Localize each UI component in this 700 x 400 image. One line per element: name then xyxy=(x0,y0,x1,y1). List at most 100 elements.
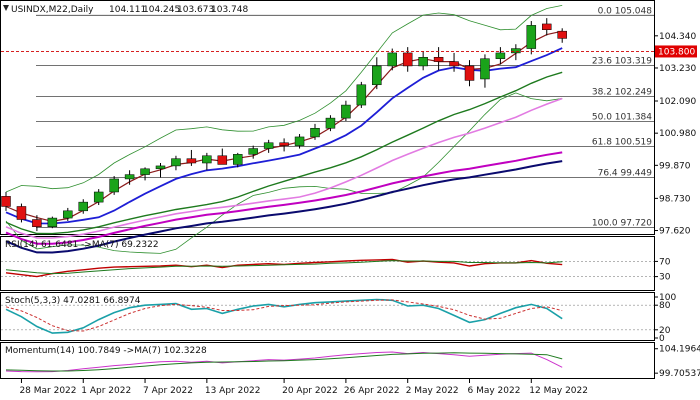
ohlc-open: 104.111 xyxy=(109,5,146,15)
candle-body-14 xyxy=(217,155,228,165)
lower-band xyxy=(5,92,563,254)
ytick-label-1: 103.230 xyxy=(659,64,696,74)
momentum-series-0 xyxy=(5,351,563,373)
momentum-ytick-label-0: 104.1964 xyxy=(659,345,700,355)
candle-body-9 xyxy=(140,168,150,175)
fib-label-2: 38.2 102.249 xyxy=(592,87,652,97)
candle-body-12 xyxy=(186,158,197,164)
last-price-label: 103.800 xyxy=(658,47,695,57)
candle-body-3 xyxy=(47,217,58,228)
fib-label-3: 50.0 101.384 xyxy=(592,112,652,122)
candle-body-10 xyxy=(155,165,166,170)
date-label-5: 26 Apr 2022 xyxy=(344,386,400,396)
stoch-panel-frame xyxy=(0,292,655,341)
ma-magenta xyxy=(5,151,563,245)
stoch-title: Stoch(5,3,3) 47.0281 66.8974 xyxy=(5,296,141,306)
main-title: USINDX,M22,Daily xyxy=(11,5,94,15)
candle-body-8 xyxy=(124,174,135,180)
fib-label-5: 76.4 99.449 xyxy=(598,169,653,179)
stoch-ytick-label-3: 0 xyxy=(659,334,665,344)
rsi-ytick-label-1: 30 xyxy=(659,273,671,283)
momentum-panel-frame xyxy=(0,342,655,379)
date-label-2: 7 Apr 2022 xyxy=(143,386,193,396)
ytick-label-6: 97.620 xyxy=(659,227,691,237)
ohlc-high: 104.245 xyxy=(143,5,180,15)
ma-blue xyxy=(5,47,563,225)
rsi-title: RSI(14) 61.6481 ->MA(7) 69.2322 xyxy=(5,240,159,250)
candle-body-6 xyxy=(93,191,104,203)
candle-body-11 xyxy=(171,158,181,167)
candle-body-29 xyxy=(449,61,459,67)
date-axis: 28 Mar 2022 1 Apr 2022 7 Apr 2022 13 Apr 20… xyxy=(19,379,588,396)
ytick-label-5: 98.730 xyxy=(659,194,691,204)
date-label-1: 1 Apr 2022 xyxy=(81,386,131,396)
candle-body-24 xyxy=(372,65,382,86)
ma-pink xyxy=(5,97,563,239)
ohlc-low: 103.673 xyxy=(177,5,214,15)
candle-body-23 xyxy=(356,84,367,106)
envelope-bands xyxy=(5,5,563,254)
candle-body-25 xyxy=(387,52,397,67)
candle-body-21 xyxy=(325,117,336,129)
candle-body-17 xyxy=(263,142,274,149)
ma-red xyxy=(5,30,563,223)
fib-label-4: 61.8 100.519 xyxy=(592,138,652,148)
stoch-ytick-label-2: 20 xyxy=(659,326,671,336)
ytick-label-2: 102.090 xyxy=(659,97,696,107)
fib-label-6: 100.0 97.720 xyxy=(592,219,652,229)
candle-body-13 xyxy=(202,155,212,164)
stoch-ytick-label-1: 80 xyxy=(659,301,671,311)
candle-body-32 xyxy=(495,52,506,59)
momentum-title: Momentum(14) 100.7849 ->MA(7) 102.3228 xyxy=(5,346,207,356)
momentum-ytick-label-1: 99.70537 xyxy=(659,369,700,379)
last-price-badge xyxy=(655,45,697,58)
candle-body-22 xyxy=(341,104,351,119)
main-header: USINDX,M22,Daily 104.111 104.245 103.673… xyxy=(3,5,248,15)
candle-body-31 xyxy=(480,58,490,80)
ohlc-close: 103.748 xyxy=(211,5,248,15)
date-label-4: 20 Apr 2022 xyxy=(282,386,338,396)
candle-body-18 xyxy=(279,142,289,146)
ma-navy xyxy=(5,160,563,254)
candle-body-16 xyxy=(248,148,258,155)
ytick-label-3: 100.980 xyxy=(659,129,696,139)
date-label-7: 6 May 2022 xyxy=(468,386,521,396)
date-label-0: 28 Mar 2022 xyxy=(19,386,76,396)
candle-body-35 xyxy=(542,23,552,30)
candle-body-26 xyxy=(402,52,413,67)
stoch-series-1 xyxy=(5,299,563,332)
date-label-3: 13 Apr 2022 xyxy=(205,386,261,396)
ytick-label-4: 99.870 xyxy=(659,161,691,171)
header-arrow-icon xyxy=(3,5,9,11)
candle-body-20 xyxy=(310,127,320,138)
date-label-8: 12 May 2022 xyxy=(529,386,588,396)
candlesticks xyxy=(1,18,654,232)
main-panel-frame xyxy=(0,0,655,235)
ytick-label-0: 104.340 xyxy=(659,32,696,42)
candle-body-27 xyxy=(418,57,428,67)
ma-green xyxy=(5,71,563,235)
candle-body-2 xyxy=(32,219,42,228)
fib-label-1: 23.6 103.319 xyxy=(592,56,652,66)
rsi-series-1 xyxy=(5,260,563,275)
rsi-panel-frame xyxy=(0,236,655,291)
candle-body-33 xyxy=(511,48,521,54)
fib-label-0: 0.0 105.048 xyxy=(598,6,653,16)
rsi-ytick-label-0: 70 xyxy=(659,257,671,267)
candle-body-28 xyxy=(433,57,444,62)
date-label-6: 2 May 2022 xyxy=(406,386,459,396)
stoch-ytick-label-0: 100 xyxy=(659,293,676,303)
candle-body-4 xyxy=(63,210,73,219)
candle-body-34 xyxy=(526,25,537,49)
candle-body-36 xyxy=(557,30,567,39)
candle-body-1 xyxy=(16,206,27,220)
candle-body-7 xyxy=(109,178,119,193)
candle-body-30 xyxy=(464,65,475,81)
price-axis: 104.340 103.230 102.090 100.980 99.870 98.730… xyxy=(654,32,697,237)
stoch-series-0 xyxy=(5,298,563,334)
candle-body-19 xyxy=(294,136,305,146)
candle-body-5 xyxy=(78,201,88,212)
